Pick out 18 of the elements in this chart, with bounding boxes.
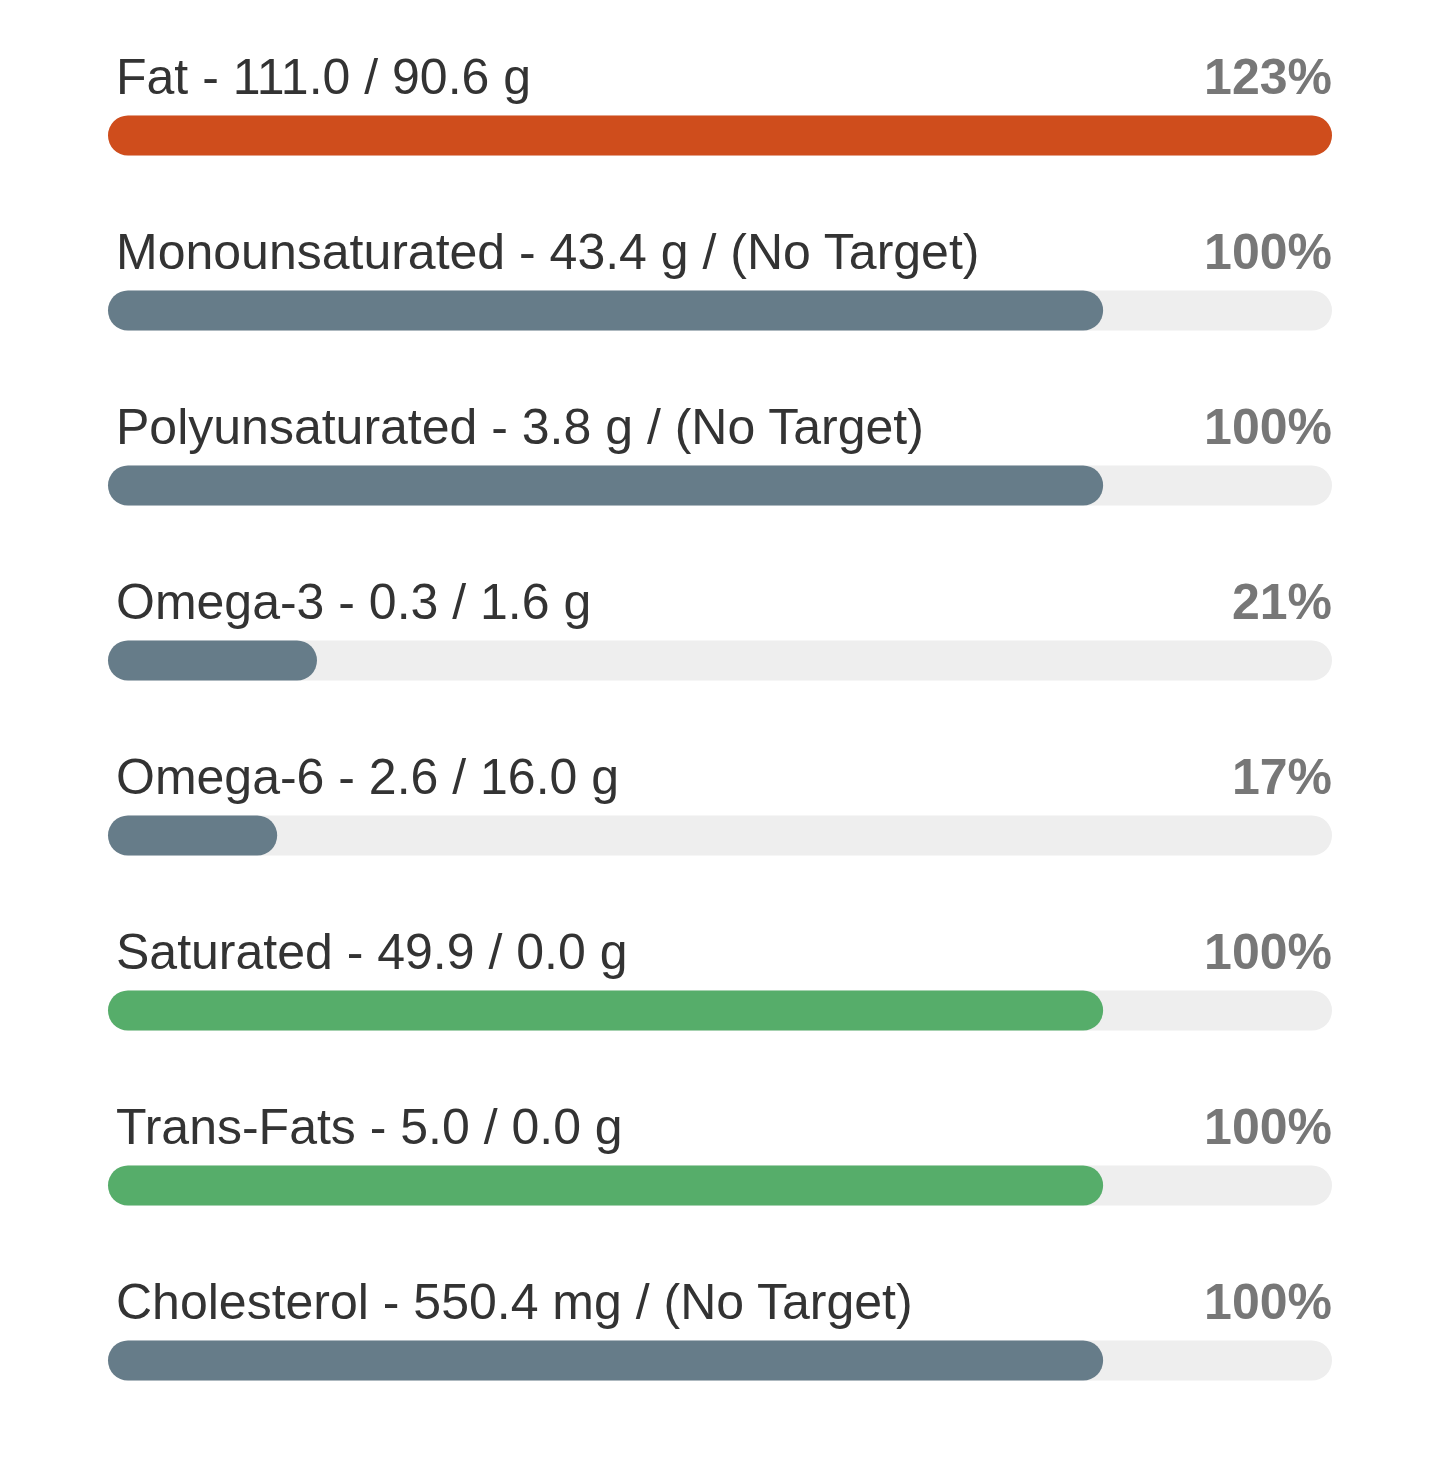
y-tick-label: Trans-Fats - 5.0 / 0.0 g: [116, 1098, 623, 1155]
y-tick-label: Cholesterol - 550.4 mg / (No Target): [116, 1273, 913, 1330]
data-label: 100%: [1204, 398, 1332, 455]
y-tick-label: Saturated - 49.9 / 0.0 g: [116, 923, 628, 980]
y-tick-label: Omega-6 - 2.6 / 16.0 g: [116, 748, 620, 805]
data-label: 21%: [1231, 573, 1332, 630]
data-label: 100%: [1204, 1098, 1332, 1155]
y-tick-label: Fat - 111.0 / 90.6 g: [116, 48, 532, 105]
y-tick-label: Polyunsaturated - 3.8 g / (No Target): [116, 398, 924, 455]
y-tick-label: Omega-3 - 0.3 / 1.6 g: [116, 573, 592, 630]
data-label: 100%: [1204, 223, 1332, 280]
bar: [108, 640, 317, 681]
data-label: 100%: [1204, 923, 1332, 980]
data-label: 123%: [1204, 48, 1332, 105]
y-tick-label: Monounsaturated - 43.4 g / (No Target): [116, 223, 980, 280]
bar: [108, 815, 278, 856]
data-label: 17%: [1231, 748, 1332, 805]
data-label: 100%: [1204, 1273, 1332, 1330]
